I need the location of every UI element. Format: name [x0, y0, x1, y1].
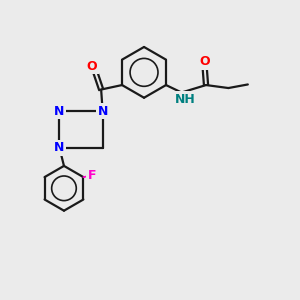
Text: N: N — [54, 142, 65, 154]
Text: F: F — [88, 169, 96, 182]
Text: O: O — [199, 55, 210, 68]
Text: N: N — [54, 104, 65, 118]
Text: O: O — [87, 60, 98, 73]
Text: NH: NH — [175, 93, 196, 106]
Text: N: N — [98, 104, 108, 118]
